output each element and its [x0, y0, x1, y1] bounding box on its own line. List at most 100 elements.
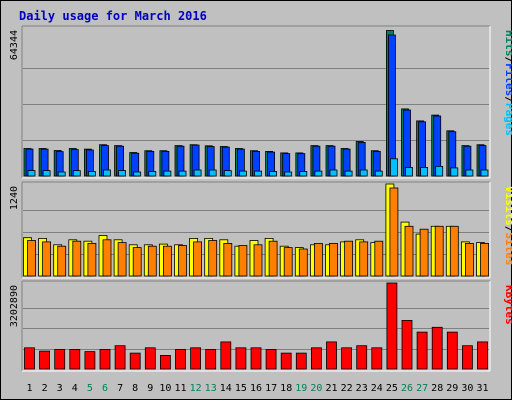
bar-pages-day-10: [163, 170, 172, 177]
x-tick-label: 28: [431, 383, 443, 394]
bar-sites-day-8: [132, 247, 142, 277]
bar-kbytes-day-29: [446, 331, 458, 370]
bar-files-day-26: [403, 109, 411, 177]
bar-kbytes-day-8: [129, 352, 141, 370]
bar-sites-day-11: [178, 245, 187, 277]
bar-sites-day-12: [193, 241, 203, 277]
legend: KBytes: [503, 285, 512, 325]
bar-pages-day-27: [420, 167, 429, 177]
x-tick-label: 29: [446, 383, 458, 394]
bar-kbytes-day-7: [114, 345, 126, 370]
y-max-label: 64344: [9, 30, 20, 60]
bar-sites-day-31: [480, 242, 489, 277]
plot-area: 64344Hits/Files/Pages1240Visits/Sites320…: [9, 25, 512, 394]
bar-kbytes-day-1: [24, 347, 35, 370]
y-max-label: 3202890: [9, 285, 20, 327]
x-tick-label: 16: [250, 383, 262, 394]
x-tick-label: 22: [341, 383, 353, 394]
bar-kbytes-day-27: [416, 331, 428, 370]
bar-sites-day-19: [298, 248, 308, 277]
bar-sites-day-4: [72, 240, 82, 277]
bar-pages-day-19: [299, 171, 308, 177]
bar-kbytes-day-5: [84, 351, 96, 370]
bar-pages-day-17: [269, 171, 278, 177]
x-tick-label: 31: [476, 383, 488, 394]
bar-sites-day-24: [374, 240, 384, 277]
bar-pages-day-7: [118, 170, 126, 177]
legend-separator: /: [503, 96, 512, 103]
x-tick-label: 5: [87, 383, 93, 394]
x-tick-label: 30: [461, 383, 473, 394]
bar-sites-day-30: [464, 242, 474, 277]
x-tick-label: 10: [159, 383, 171, 394]
bar-pages-day-29: [450, 167, 459, 177]
bar-kbytes-day-25: [386, 282, 398, 370]
x-tick-label: 7: [117, 383, 123, 394]
bar-pages-day-8: [133, 171, 142, 177]
bar-sites-day-20: [313, 242, 323, 277]
x-tick-label: 4: [72, 383, 78, 394]
bar-kbytes-day-18: [280, 352, 292, 370]
bar-pages-day-25: [389, 158, 398, 177]
bar-kbytes-day-9: [144, 347, 156, 370]
bar-pages-day-20: [314, 170, 323, 177]
bar-pages-day-6: [103, 169, 111, 177]
bar-kbytes-day-4: [69, 349, 81, 370]
bar-pages-day-21: [329, 169, 338, 177]
x-tick-label: 24: [371, 383, 383, 394]
bar-kbytes-day-6: [99, 349, 111, 370]
bar-kbytes-day-10: [159, 354, 171, 370]
bar-pages-day-5: [88, 171, 96, 177]
x-tick-label: 21: [325, 383, 337, 394]
bar-sites-day-13: [208, 240, 218, 277]
bar-kbytes-day-14: [220, 341, 232, 370]
legend: Hits/Files/Pages: [503, 30, 512, 136]
bar-pages-day-9: [148, 171, 157, 177]
chart-title: Daily usage for March 2016: [19, 9, 207, 23]
bar-sites-day-2: [42, 241, 51, 277]
bar-pages-day-14: [223, 170, 232, 177]
bar-pages-day-13: [208, 169, 217, 177]
bar-sites-day-9: [147, 245, 157, 277]
bar-pages-day-28: [435, 165, 444, 177]
bar-kbytes-day-13: [205, 349, 217, 370]
bar-sites-day-27: [419, 228, 429, 277]
x-tick-label: 15: [235, 383, 247, 394]
bar-sites-day-28: [434, 225, 444, 277]
bar-kbytes-day-23: [356, 345, 368, 370]
x-tick-label: 20: [310, 383, 322, 394]
bar-sites-day-21: [329, 242, 338, 277]
bar-kbytes-day-20: [310, 347, 322, 370]
bar-kbytes-day-19: [295, 352, 307, 370]
bar-kbytes-day-22: [341, 347, 353, 370]
bar-kbytes-day-16: [250, 347, 262, 370]
x-tick-label: 17: [265, 383, 277, 394]
bar-pages-day-22: [344, 170, 353, 177]
x-tick-label: 14: [220, 383, 232, 394]
bar-kbytes-day-30: [461, 345, 473, 370]
bar-pages-day-4: [72, 170, 81, 177]
bar-kbytes-day-15: [235, 347, 247, 370]
x-tick-label: 11: [174, 383, 186, 394]
bar-kbytes-day-21: [326, 341, 337, 370]
x-tick-label: 27: [416, 383, 428, 394]
bar-pages-day-18: [284, 171, 293, 177]
bar-sites-day-6: [102, 239, 112, 277]
bar-sites-day-14: [223, 242, 233, 277]
x-tick-label: 3: [57, 383, 63, 394]
bar-kbytes-day-3: [54, 349, 66, 370]
bar-pages-day-12: [193, 169, 202, 177]
bar-kbytes-day-12: [190, 347, 202, 370]
bar-sites-day-25: [389, 187, 399, 277]
bar-sites-day-18: [283, 247, 293, 277]
bar-sites-day-15: [238, 245, 248, 277]
bar-pages-day-3: [57, 171, 66, 177]
bar-sites-day-1: [27, 240, 36, 277]
bar-kbytes-day-17: [265, 349, 277, 370]
bar-files-day-25: [387, 34, 396, 177]
legend-entry-hits: Hits: [503, 30, 512, 57]
legend-entry-sites: Sites: [503, 232, 512, 265]
panel-visits-sites: 1240 Visits/Sites: [9, 181, 512, 279]
